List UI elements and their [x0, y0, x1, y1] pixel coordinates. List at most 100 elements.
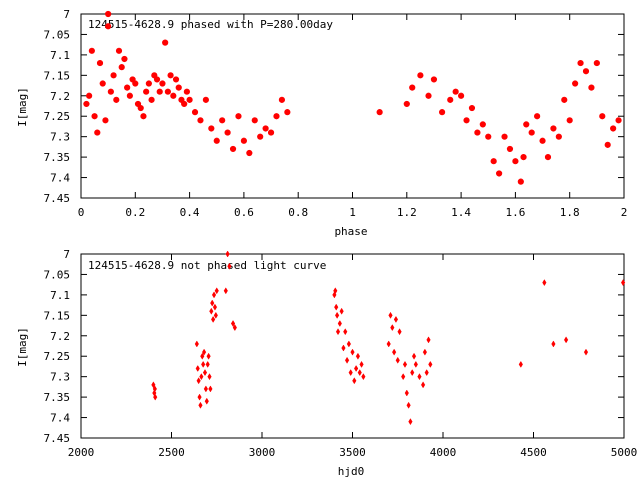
unphased-x-axis-title: hjd0	[338, 465, 365, 478]
phased-y-tick-label: 7.15	[44, 69, 71, 82]
phased-data-point	[251, 117, 258, 124]
unphased-data-point	[225, 250, 230, 258]
phased-data-point	[555, 133, 562, 140]
phased-data-point	[485, 133, 492, 140]
phased-data-point	[539, 137, 546, 144]
phased-y-tick-label: 7.05	[44, 28, 71, 41]
unphased-y-tick-label: 7	[63, 248, 70, 261]
unphased-data-point	[205, 360, 210, 368]
phased-data-point	[458, 92, 465, 99]
phased-x-tick-label: 0.2	[125, 206, 145, 219]
phased-data-point	[257, 133, 264, 140]
unphased-data-point	[195, 365, 200, 372]
unphased-data-point	[408, 418, 413, 426]
phased-data-point	[175, 84, 182, 91]
unphased-data-point	[341, 344, 346, 352]
phased-y-tick-label: 7.1	[50, 49, 70, 62]
unphased-data-point	[354, 365, 359, 372]
phased-data-point	[83, 100, 90, 108]
unphased-data-point	[395, 356, 400, 364]
unphased-data-point	[390, 324, 395, 332]
phased-data-point	[447, 96, 454, 103]
phased-data-point	[517, 178, 524, 185]
phased-y-tick-label: 7.35	[44, 151, 71, 164]
unphased-data-point	[426, 336, 431, 344]
phased-data-point	[376, 109, 383, 116]
unphased-data-point	[386, 340, 391, 348]
phased-y-tick-label: 7.4	[50, 172, 70, 185]
unphased-data-point	[200, 352, 205, 360]
unphased-data-point	[151, 381, 156, 389]
unphased-data-point	[210, 299, 215, 307]
phased-data-point	[191, 109, 199, 116]
phased-y-tick-label: 7	[63, 8, 70, 21]
phased-data-point	[577, 59, 584, 67]
unphased-data-point	[413, 360, 418, 368]
unphased-y-tick-label: 7.2	[50, 330, 70, 343]
phased-x-tick-label: 2	[621, 206, 628, 219]
unphased-data-point	[357, 369, 362, 377]
phased-data-point	[496, 170, 503, 177]
unphased-data-point	[422, 348, 427, 356]
phased-y-tick-label: 7.3	[50, 131, 70, 144]
phased-data-point	[110, 72, 117, 79]
unphased-data-point	[194, 340, 199, 348]
phased-data-point	[183, 88, 190, 95]
unphased-data-point	[406, 401, 411, 409]
unphased-data-point	[518, 360, 523, 368]
unphased-data-point	[352, 377, 357, 385]
unphased-x-tick-label: 4500	[520, 446, 547, 459]
phased-data-point	[186, 96, 193, 103]
unphased-data-point	[209, 307, 214, 315]
unphased-data-point	[397, 328, 402, 336]
phased-data-point	[167, 72, 174, 79]
phased-data-point	[273, 113, 280, 120]
phased-data-point	[91, 113, 98, 120]
unphased-data-point	[361, 373, 366, 381]
phased-x-tick-label: 1.8	[560, 206, 580, 219]
unphased-data-point	[424, 369, 429, 377]
unphased-data-point	[207, 373, 212, 381]
unphased-data-point	[211, 315, 216, 323]
phased-data-point	[468, 104, 476, 112]
unphased-x-tick-label: 5000	[611, 446, 638, 459]
phased-data-point	[208, 125, 215, 132]
phased-x-tick-label: 1	[349, 206, 356, 219]
phased-data-point	[512, 158, 519, 165]
unphased-y-tick-label: 7.1	[50, 289, 70, 302]
phased-data-point	[246, 149, 253, 157]
unphased-data-point	[388, 311, 393, 319]
phased-y-axis-title: I[mag]	[16, 87, 29, 127]
unphased-data-point	[355, 352, 361, 360]
unphased-data-point	[333, 287, 338, 295]
unphased-data-point	[208, 385, 213, 393]
unphased-data-point	[153, 393, 158, 401]
unphased-plot-title: 124515-4628.9 not phased light curve	[88, 259, 326, 272]
unphased-y-tick-label: 7.45	[44, 432, 71, 445]
phased-data-point	[219, 117, 226, 124]
phased-data-point	[102, 117, 109, 124]
phased-light-curve-panel: 124515-4628.9 phased with P=280.00day ph…	[16, 8, 627, 238]
phased-data-point	[474, 129, 481, 136]
phased-data-point	[224, 129, 231, 136]
unphased-y-tick-label: 7.05	[44, 268, 71, 281]
unphased-data-point	[335, 328, 341, 336]
phased-data-point	[148, 96, 155, 103]
unphased-x-tick-label: 4000	[430, 446, 457, 459]
unphased-data-point	[214, 287, 219, 295]
phased-data-point	[88, 47, 95, 54]
unphased-data-point	[223, 287, 228, 295]
unphased-data-point	[343, 328, 348, 336]
unphased-data-point	[201, 348, 207, 356]
unphased-data-point	[583, 348, 589, 356]
unphased-light-curve-panel: 124515-4628.9 not phased light curve hjd…	[16, 248, 637, 478]
unphased-plot-frame	[80, 253, 625, 439]
unphased-data-point	[359, 360, 364, 368]
unphased-x-tick-label: 3500	[339, 446, 366, 459]
phased-data-point	[145, 80, 152, 87]
phased-x-tick-label: 0	[78, 206, 85, 219]
unphased-y-tick-label: 7.15	[44, 309, 71, 322]
phased-data-point	[544, 154, 552, 161]
unphased-data-point	[206, 352, 211, 360]
